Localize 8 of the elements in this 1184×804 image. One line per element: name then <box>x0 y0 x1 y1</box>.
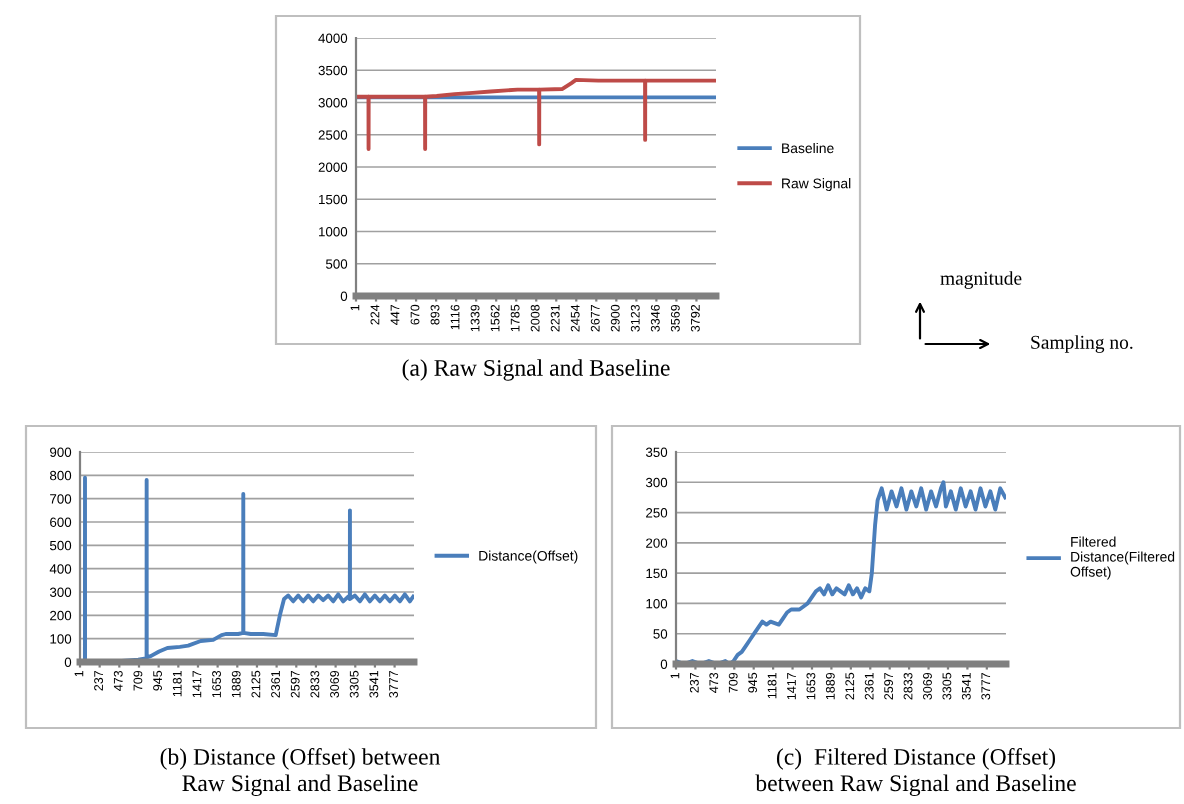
text: magnitude <box>940 271 1022 289</box>
line-series <box>80 475 414 662</box>
line-series <box>676 480 1006 664</box>
text: Sampling no. <box>1031 335 1133 353</box>
text: (c) Filtered Distance (Offset) between Raw Signal and Baseline <box>755 747 1076 797</box>
line-series <box>356 77 716 151</box>
text: (a) Raw Signal and Baseline <box>402 359 670 381</box>
text: (b) Distance (Offset) between Raw Signal and Baseline <box>160 747 441 797</box>
